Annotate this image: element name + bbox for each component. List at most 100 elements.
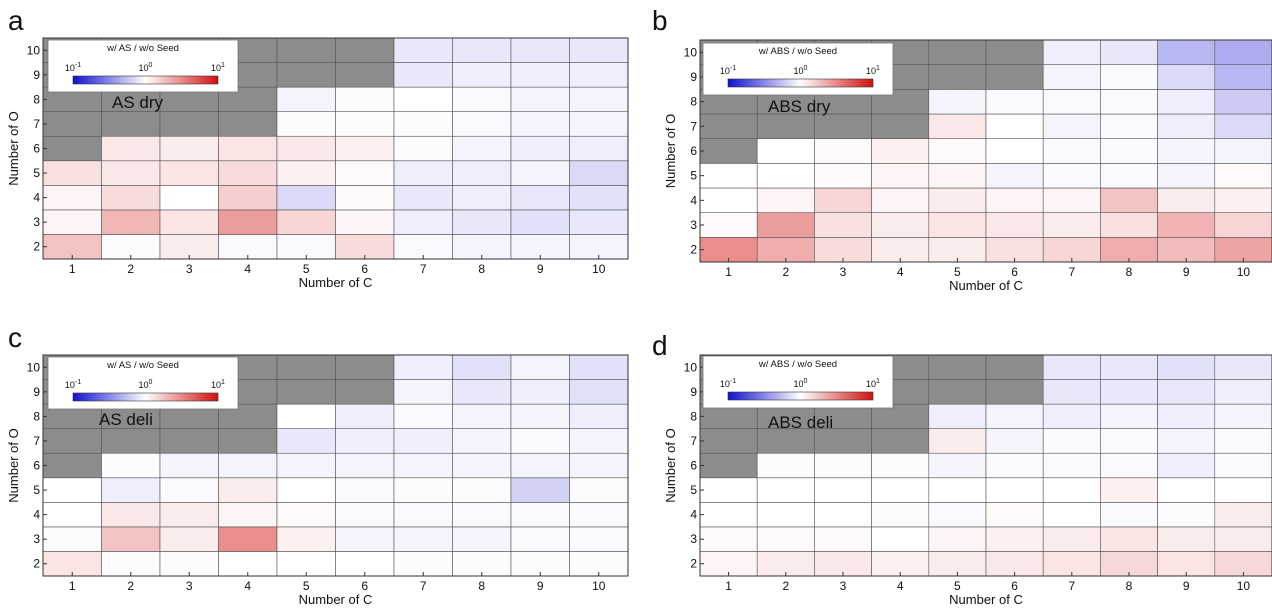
colorbar-tick-label: 100 xyxy=(139,379,153,390)
colorbar-legend: w/ AS / w/o Seed 10-1 100 101 xyxy=(47,356,239,410)
heatmap-cell xyxy=(101,477,161,503)
heatmap-cell xyxy=(1214,187,1272,213)
heatmap-cell xyxy=(1100,163,1158,189)
heatmap-cell xyxy=(814,212,872,238)
heatmap-cell xyxy=(510,477,570,503)
heatmap-cell xyxy=(276,477,336,503)
y-tick-label: 9 xyxy=(690,70,697,84)
heatmap-cell xyxy=(276,354,336,380)
heatmap-cell xyxy=(42,135,102,162)
heatmap-cell xyxy=(928,354,987,380)
colorbar xyxy=(72,75,219,85)
x-tick-label: 9 xyxy=(1183,265,1190,279)
heatmap-cell xyxy=(42,477,102,503)
colorbar-legend: w/ AS / w/o Seed 10-1 100 101 xyxy=(47,39,239,93)
heatmap-cell xyxy=(218,477,278,503)
heatmap-cell xyxy=(1214,113,1272,139)
heatmap-cell xyxy=(699,502,758,528)
heatmap-cell xyxy=(1214,64,1272,90)
heatmap-cell xyxy=(276,452,336,479)
x-tick-label: 2 xyxy=(782,265,789,279)
colorbar-tick-label: 101 xyxy=(211,379,225,390)
heatmap-cell xyxy=(814,163,872,189)
heatmap-cell xyxy=(569,403,629,429)
heatmap-cell xyxy=(42,502,102,528)
y-tick-label: 3 xyxy=(690,218,697,232)
heatmap-cell xyxy=(159,185,219,211)
heatmap-cell xyxy=(510,62,570,88)
colorbar-tick-label: 100 xyxy=(139,62,153,73)
heatmap-cell xyxy=(756,163,815,189)
heatmap-cell xyxy=(699,187,758,213)
heatmap-cell xyxy=(452,354,512,380)
heatmap-cell xyxy=(159,111,219,137)
heatmap-cell xyxy=(101,111,161,137)
heatmap-cell xyxy=(510,37,570,63)
heatmap-cell xyxy=(928,452,987,479)
heatmap-cell xyxy=(452,160,512,186)
y-tick-label: 10 xyxy=(27,43,41,57)
heatmap-cell xyxy=(335,354,395,380)
x-tick-label: 9 xyxy=(537,262,544,276)
heatmap-cell xyxy=(42,185,102,211)
heatmap-cell xyxy=(335,428,395,454)
heatmap-cell xyxy=(985,113,1044,139)
heatmap-cell xyxy=(699,163,758,189)
x-tick-label: 2 xyxy=(782,579,789,593)
x-tick-label: 10 xyxy=(592,262,606,276)
y-tick-label: 2 xyxy=(33,240,40,254)
heatmap-cell xyxy=(1157,163,1216,189)
heatmap-panel-c: c 1 2 3 4 5 6 7 8 9 10 2 3 4 5 6 7 8 9 10 Number of C Number … xyxy=(6,322,629,607)
panel-letter: c xyxy=(8,322,22,353)
colorbar-tick-label: 10-1 xyxy=(720,378,736,389)
heatmap-cell xyxy=(569,477,629,503)
heatmap-cell xyxy=(510,111,570,137)
heatmap-cell xyxy=(101,526,161,552)
y-tick-label: 6 xyxy=(33,142,40,156)
heatmap-cell xyxy=(335,86,395,112)
x-tick-label: 10 xyxy=(1237,579,1251,593)
heatmap-cell xyxy=(452,452,512,479)
heatmap-cell xyxy=(569,452,629,479)
colorbar-legend: w/ ABS / w/o Seed 10-1 100 101 xyxy=(702,355,894,409)
heatmap-cell xyxy=(159,452,219,479)
y-tick-label: 10 xyxy=(684,360,698,374)
heatmap-cell xyxy=(101,452,161,479)
heatmap-cell xyxy=(1100,89,1158,115)
heatmap-cell xyxy=(699,477,758,503)
heatmap-cell xyxy=(569,526,629,552)
heatmap-cell xyxy=(1042,237,1101,263)
colorbar-tick-label: 101 xyxy=(866,378,880,389)
heatmap-cell xyxy=(101,209,161,235)
colorbar-tick-label: 100 xyxy=(794,378,808,389)
heatmap-cell xyxy=(101,551,161,577)
panel-letter: d xyxy=(652,330,668,361)
heatmap-cell xyxy=(569,185,629,211)
heatmap-cell xyxy=(1157,477,1216,503)
x-tick-label: 8 xyxy=(478,579,485,593)
heatmap-cell xyxy=(569,111,629,137)
heatmap-cell xyxy=(276,62,336,88)
heatmap-cell xyxy=(569,379,629,405)
y-tick-label: 6 xyxy=(33,459,40,473)
x-tick-label: 9 xyxy=(1183,579,1190,593)
heatmap-cell xyxy=(928,138,987,164)
y-axis-label: Number of O xyxy=(663,428,678,502)
heatmap-cell xyxy=(42,209,102,235)
y-tick-label: 3 xyxy=(33,215,40,229)
heatmap-cell xyxy=(452,209,512,235)
y-tick-label: 2 xyxy=(33,557,40,571)
heatmap-cell xyxy=(1157,379,1216,405)
heatmap-cell xyxy=(569,160,629,186)
x-tick-label: 2 xyxy=(127,579,134,593)
heatmap-cell xyxy=(1042,138,1101,164)
heatmap-cell xyxy=(510,502,570,528)
heatmap-cell xyxy=(218,502,278,528)
heatmap-cell xyxy=(699,551,758,577)
heatmap-cell xyxy=(756,477,815,503)
heatmap-cell xyxy=(928,526,987,552)
heatmap-cell xyxy=(1157,113,1216,139)
heatmap-cell xyxy=(452,234,512,260)
y-tick-label: 10 xyxy=(27,360,41,374)
